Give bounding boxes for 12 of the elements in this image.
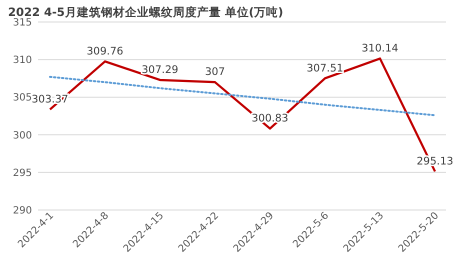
- y-tick-label: 295: [12, 168, 32, 179]
- y-tick-label: 315: [12, 18, 32, 28]
- data-label: 307.29: [142, 64, 178, 76]
- y-tick-label: 310: [12, 55, 32, 66]
- y-tick-label: 290: [12, 206, 32, 216]
- y-tick-label: 305: [12, 92, 32, 104]
- data-label: 307.51: [306, 62, 344, 74]
- data-label: 307: [204, 66, 226, 78]
- y-tick-label: 300: [12, 130, 32, 142]
- data-label: 310.14: [362, 42, 399, 55]
- data-label: 309.76: [86, 45, 124, 58]
- chart-title: 2022 4-5月建筑钢材企业螺纹周度产量 单位(万吨): [8, 5, 284, 19]
